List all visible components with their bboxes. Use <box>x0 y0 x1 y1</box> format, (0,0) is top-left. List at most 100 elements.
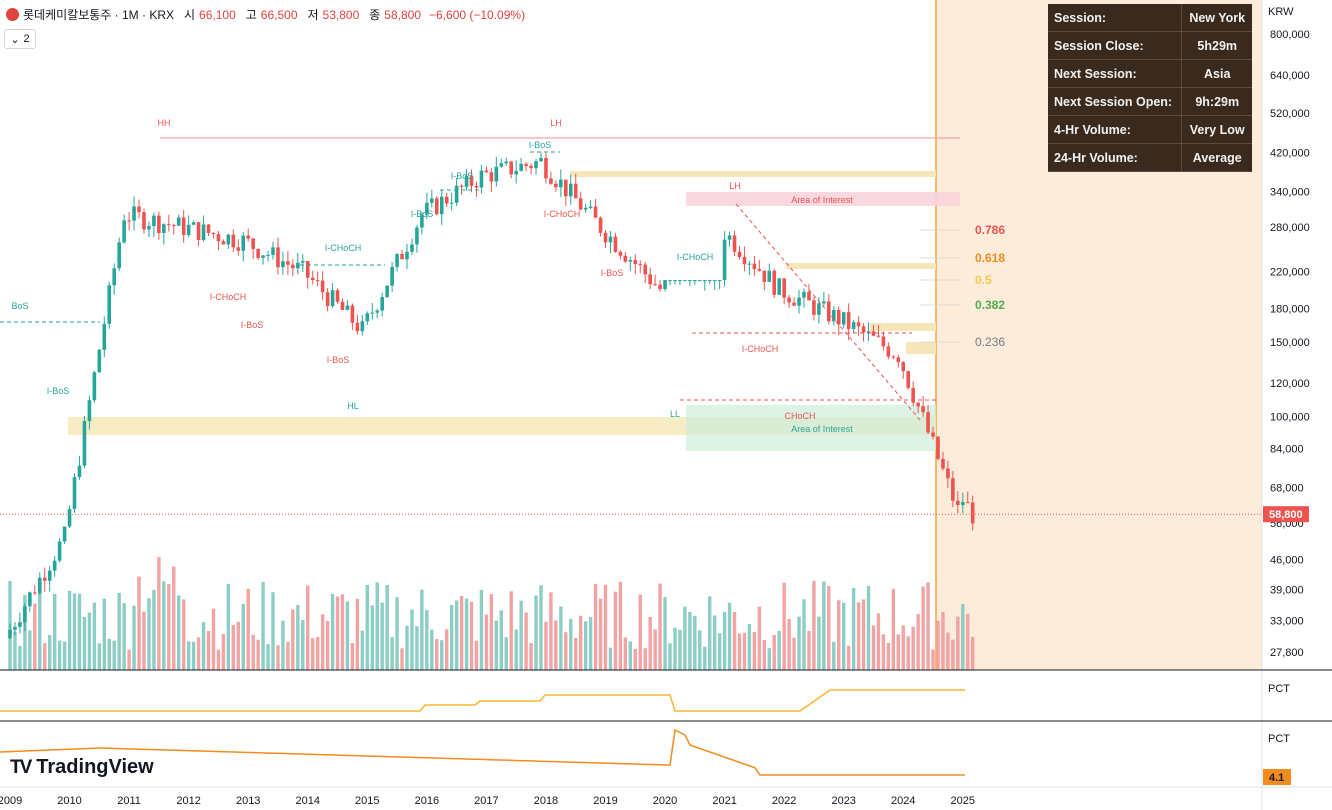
chevron-down-icon: ⌄ <box>10 33 20 46</box>
volume-bar <box>971 636 975 670</box>
fib-label: 0.5 <box>975 273 992 287</box>
volume-bar <box>881 634 886 670</box>
volume-bar <box>48 635 52 670</box>
structure-label: I-BoS <box>241 320 264 330</box>
candle-body <box>737 251 742 258</box>
candle-body <box>772 270 777 295</box>
volume-bar <box>256 639 260 670</box>
volume-bar <box>817 616 821 670</box>
candle-body <box>57 541 62 561</box>
volume-bar <box>28 630 32 670</box>
volume-bar <box>23 594 27 670</box>
structure-label: I-BoS <box>529 140 552 150</box>
y-tick-label: 800,000 <box>1270 29 1310 41</box>
candle-body <box>583 207 588 210</box>
candle-body <box>683 280 687 282</box>
candle-body <box>420 214 424 228</box>
volume-bar <box>311 638 315 670</box>
volume-bar <box>266 644 270 670</box>
volume-bar <box>221 634 226 670</box>
volume-bar <box>18 645 22 670</box>
volume-bar <box>355 598 360 670</box>
session-row: 24-Hr Volume: Average <box>1048 143 1252 172</box>
volume-bar <box>931 649 935 670</box>
candle-body <box>658 284 662 290</box>
structure-label: I-CHoCH <box>544 209 581 219</box>
candle-body <box>712 280 717 282</box>
volume-bar <box>673 627 677 670</box>
volume-bar <box>717 633 722 670</box>
candle-body <box>802 291 806 298</box>
tradingview-logo[interactable]: TV TradingView <box>10 756 154 779</box>
candle-body <box>23 606 27 623</box>
candle-body <box>648 274 652 285</box>
volume-bar <box>787 619 791 670</box>
open-label: 시 <box>184 8 196 22</box>
session-row: Next Session: Asia <box>1048 59 1252 88</box>
volume-bar <box>524 612 528 670</box>
volume-bar <box>236 621 240 670</box>
candle-body <box>28 592 32 607</box>
x-tick-label: 2018 <box>534 795 558 807</box>
structure-label: I-BoS <box>47 386 70 396</box>
candle-body <box>722 239 727 281</box>
volume-bar <box>509 591 513 670</box>
volume-bar <box>216 649 221 670</box>
volume-bar <box>876 613 881 670</box>
volume-bar <box>703 646 707 670</box>
x-tick-label: 2023 <box>831 795 855 807</box>
candle-body <box>876 335 881 337</box>
volume-bar <box>489 594 494 670</box>
supply-zone-1 <box>570 171 936 177</box>
indicator-line-2 <box>0 728 965 776</box>
volume-bar <box>712 615 717 670</box>
volume-bar <box>102 598 106 670</box>
volume-bar <box>325 621 330 670</box>
candle-body <box>112 268 117 286</box>
candle-body <box>37 577 42 594</box>
volume-bar <box>152 589 156 670</box>
volume-bar <box>380 602 384 670</box>
candle-body <box>439 196 444 215</box>
x-tick-label: 2010 <box>57 795 81 807</box>
candle-body <box>335 290 340 302</box>
volume-bar <box>38 585 42 670</box>
volume-bar <box>162 581 166 670</box>
candle-body <box>673 280 677 282</box>
candle-body <box>578 198 583 210</box>
volume-bar <box>722 611 727 670</box>
volume-bar <box>807 630 811 670</box>
candle-body <box>201 224 206 240</box>
candle-body <box>742 257 747 265</box>
x-tick-label: 2015 <box>355 795 379 807</box>
high-label: 고 <box>245 8 257 22</box>
candle-body <box>931 432 935 437</box>
volume-bar <box>191 641 196 670</box>
volume-bar <box>97 643 102 670</box>
volume-bar <box>246 588 250 670</box>
volume-bar <box>588 617 593 670</box>
candle-body <box>449 202 454 204</box>
candle-body <box>77 465 82 478</box>
candle-body <box>365 313 370 322</box>
candle-body <box>474 185 479 188</box>
y-tick-label: 84,000 <box>1270 444 1304 456</box>
candle-body <box>956 500 960 506</box>
candle-body <box>961 502 965 506</box>
candle-body <box>534 161 538 169</box>
volume-bar <box>499 610 503 670</box>
volume-bar <box>77 593 82 670</box>
volume-bar <box>777 630 781 670</box>
volume-bar <box>107 638 111 670</box>
indicators-collapse-button[interactable]: ⌄ 2 <box>4 29 36 49</box>
candle-body <box>568 183 573 197</box>
y-tick-label: 220,000 <box>1270 266 1310 278</box>
session-row-label: Session: <box>1048 4 1182 32</box>
volume-bar <box>57 640 62 670</box>
fib-label: 0.618 <box>975 251 1005 265</box>
candle-body <box>752 263 757 270</box>
symbol-name[interactable]: 롯데케미칼보통주 · 1M · KRX <box>23 8 174 22</box>
volume-bar <box>196 637 201 670</box>
volume-bar <box>896 634 900 670</box>
close-label: 종 <box>369 8 381 22</box>
